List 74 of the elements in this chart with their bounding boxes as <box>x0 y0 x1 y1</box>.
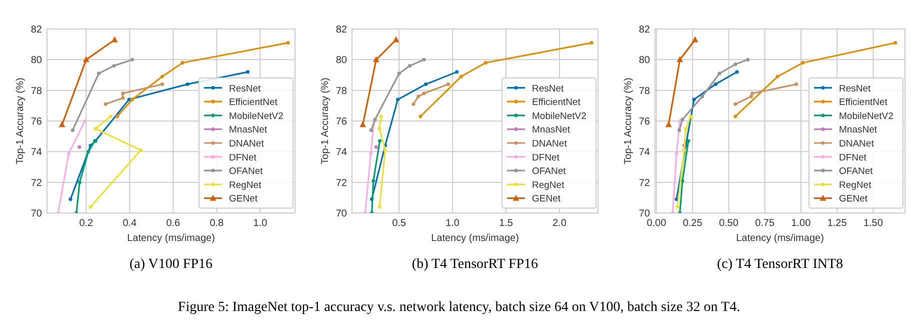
legend-label: MobileNetV2 <box>532 110 586 122</box>
legend-label: EfficientNet <box>839 97 888 108</box>
y-tick-label: 80 <box>638 55 650 66</box>
legend-label: ResNet <box>532 83 564 94</box>
legend-label: MnasNet <box>532 124 570 136</box>
x-tick-label: 0.5 <box>392 218 406 229</box>
y-tick-label: 74 <box>30 147 42 158</box>
legend-label: MnasNet <box>839 124 878 136</box>
y-tick-label: 74 <box>638 147 650 158</box>
legend-label: RegNet <box>229 180 262 191</box>
legend-label: EfficientNet <box>229 97 278 108</box>
x-tick-label: 0.8 <box>210 218 224 229</box>
legend-label: MobileNetV2 <box>229 110 284 122</box>
y-tick-label: 82 <box>336 24 348 36</box>
y-axis-title: Top-1 Accuracy (%) <box>15 78 26 164</box>
x-tick-label: 0.25 <box>682 218 703 229</box>
y-tick-label: 78 <box>30 86 42 97</box>
x-tick-label: 1.0 <box>253 218 268 229</box>
x-axis-title: Latency (ms/image) <box>736 233 824 244</box>
legend-label: MnasNet <box>229 124 268 136</box>
y-tick-label: 72 <box>30 178 42 189</box>
y-axis-title: Top-1 Accuracy (%) <box>623 78 634 164</box>
text: (c) T4 TensorRT INT8 <box>716 257 844 272</box>
legend-label: DFNet <box>532 152 560 164</box>
x-axis-title: Latency (ms/image) <box>127 233 215 244</box>
legend-label: RegNet <box>532 180 565 191</box>
text: (b) T4 TensorRT FP16 <box>412 257 538 272</box>
legend-label: ResNet <box>839 83 872 94</box>
x-tick-label: 1.0 <box>446 218 460 229</box>
y-tick-label: 76 <box>336 116 348 128</box>
legend-label: DNANet <box>839 138 874 150</box>
caption: Figure 5: ImageNet top-1 accuracy v.s. network latency, batch size 64 on V100, batch size 32 on T4. <box>178 300 740 315</box>
x-axis-title: Latency (ms/image) <box>431 233 519 244</box>
legend-label: ResNet <box>229 83 262 94</box>
y-tick-label: 74 <box>336 147 348 158</box>
x-tick-label: 0.6 <box>166 218 181 229</box>
y-tick-label: 76 <box>30 116 42 128</box>
x-tick-label: 1.50 <box>863 218 884 229</box>
legend-label: DFNet <box>839 152 867 164</box>
y-tick-label: 80 <box>30 55 42 66</box>
x-tick-label: 0.2 <box>79 218 94 229</box>
y-tick-label: 76 <box>638 116 650 128</box>
y-tick-label: 70 <box>30 208 42 220</box>
y-tick-label: 72 <box>336 178 348 189</box>
legend-label: DFNet <box>229 152 257 164</box>
x-tick-label: 1.00 <box>791 218 812 229</box>
y-tick-label: 72 <box>638 178 650 189</box>
legend-label: GENet <box>229 194 258 205</box>
y-tick-label: 78 <box>638 86 650 97</box>
x-tick-label: 1.25 <box>827 218 848 229</box>
legend-label: OFANet <box>229 166 264 178</box>
text: (a) V100 FP16 <box>130 257 212 272</box>
x-tick-label: 0.50 <box>718 218 739 229</box>
legend-label: OFANet <box>532 166 566 178</box>
y-axis-title: Top-1 Accuracy (%) <box>320 78 331 164</box>
x-tick-label: 0.4 <box>122 218 138 229</box>
legend-label: DNANet <box>532 138 568 150</box>
x-tick-label: 1.5 <box>499 218 514 229</box>
legend-label: GENet <box>839 194 868 205</box>
legend-label: GENet <box>532 194 561 205</box>
y-tick-label: 70 <box>638 208 650 220</box>
legend-label: RegNet <box>839 180 872 191</box>
legend-label: EfficientNet <box>532 97 581 108</box>
y-tick-label: 70 <box>336 208 348 220</box>
legend-label: DNANet <box>229 138 264 150</box>
x-tick-label: 2.0 <box>552 218 567 229</box>
legend-label: MobileNetV2 <box>839 110 894 122</box>
y-tick-label: 82 <box>638 24 650 36</box>
x-tick-label: 0.00 <box>646 218 667 229</box>
y-tick-label: 78 <box>336 86 348 97</box>
y-tick-label: 82 <box>30 24 42 36</box>
y-tick-label: 80 <box>336 55 348 66</box>
x-tick-label: 0.75 <box>755 218 775 229</box>
legend-label: OFANet <box>839 166 874 178</box>
